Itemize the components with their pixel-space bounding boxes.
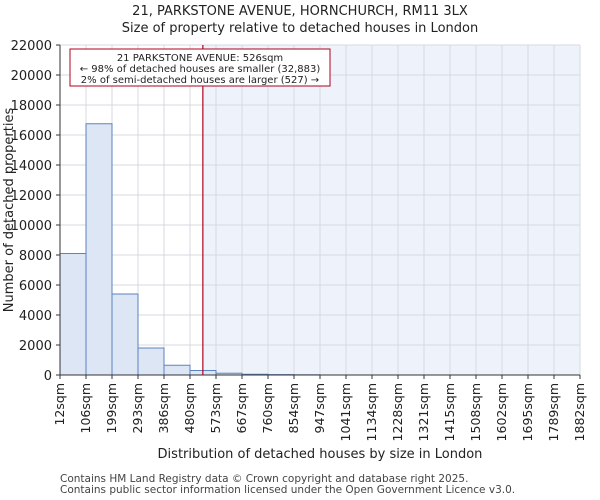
footer-line1: Contains HM Land Registry data © Crown c…: [60, 473, 469, 485]
y-tick-label: 0: [44, 369, 52, 384]
x-tick-label: 12sqm: [52, 383, 67, 426]
x-tick-label: 1882sqm: [572, 383, 587, 441]
bar-106sqm: [85, 123, 113, 376]
x-tick-label: 1321sqm: [416, 383, 431, 441]
y-tick-label: 22000: [11, 39, 52, 54]
x-tick-label: 1415sqm: [442, 383, 457, 441]
y-tick-label: 18000: [11, 99, 52, 114]
y-tick-label: 20000: [11, 69, 52, 84]
annotation-line-3: 2% of semi-detached houses are larger (5…: [81, 75, 319, 86]
y-tick-label: 14000: [11, 159, 52, 174]
x-axis-title: Distribution of detached houses by size …: [158, 447, 483, 462]
y-tick-label: 4000: [19, 309, 52, 324]
y-tick-label: 2000: [19, 339, 52, 354]
y-tick-label: 12000: [11, 189, 52, 204]
y-tick-label: 6000: [19, 279, 52, 294]
x-tick-label: 667sqm: [234, 383, 249, 433]
x-tick-label: 760sqm: [260, 383, 275, 433]
x-tick-label: 293sqm: [130, 383, 145, 433]
x-tick-label: 1228sqm: [390, 383, 405, 441]
y-tick-label: 16000: [11, 129, 52, 144]
bar-12sqm: [59, 253, 87, 376]
x-tick-label: 1508sqm: [468, 383, 483, 441]
footer-line2: Contains public sector information licen…: [60, 484, 516, 496]
x-tick-label: 1695sqm: [520, 383, 535, 441]
x-tick-label: 386sqm: [156, 383, 171, 433]
x-tick-label: 1602sqm: [494, 383, 509, 441]
bar-293sqm: [137, 347, 165, 376]
annotation-box: [69, 48, 331, 87]
bar-386sqm: [163, 364, 191, 376]
annotation-line-1: 21 PARKSTONE AVENUE: 526sqm: [117, 53, 283, 64]
y-axis-title: Number of detached properties: [2, 108, 17, 313]
x-tick-label: 106sqm: [78, 383, 93, 433]
bar-199sqm: [111, 293, 139, 376]
x-tick-label: 854sqm: [286, 383, 301, 433]
y-tick-label: 8000: [19, 249, 52, 264]
annotation-line-2: ← 98% of detached houses are smaller (32…: [80, 64, 321, 75]
x-tick-label: 1789sqm: [546, 383, 561, 441]
x-tick-label: 480sqm: [182, 383, 197, 433]
x-tick-label: 573sqm: [208, 383, 223, 433]
x-tick-label: 947sqm: [312, 383, 327, 433]
x-tick-label: 1134sqm: [364, 383, 379, 441]
y-tick-label: 10000: [11, 219, 52, 234]
chart-title-line2: Size of property relative to detached ho…: [121, 21, 479, 36]
highlight-region: [202, 45, 580, 375]
x-tick-label: 1041sqm: [338, 383, 353, 441]
chart-title-line1: 21, PARKSTONE AVENUE, HORNCHURCH, RM11 3…: [132, 4, 468, 19]
x-tick-label: 199sqm: [104, 383, 119, 433]
